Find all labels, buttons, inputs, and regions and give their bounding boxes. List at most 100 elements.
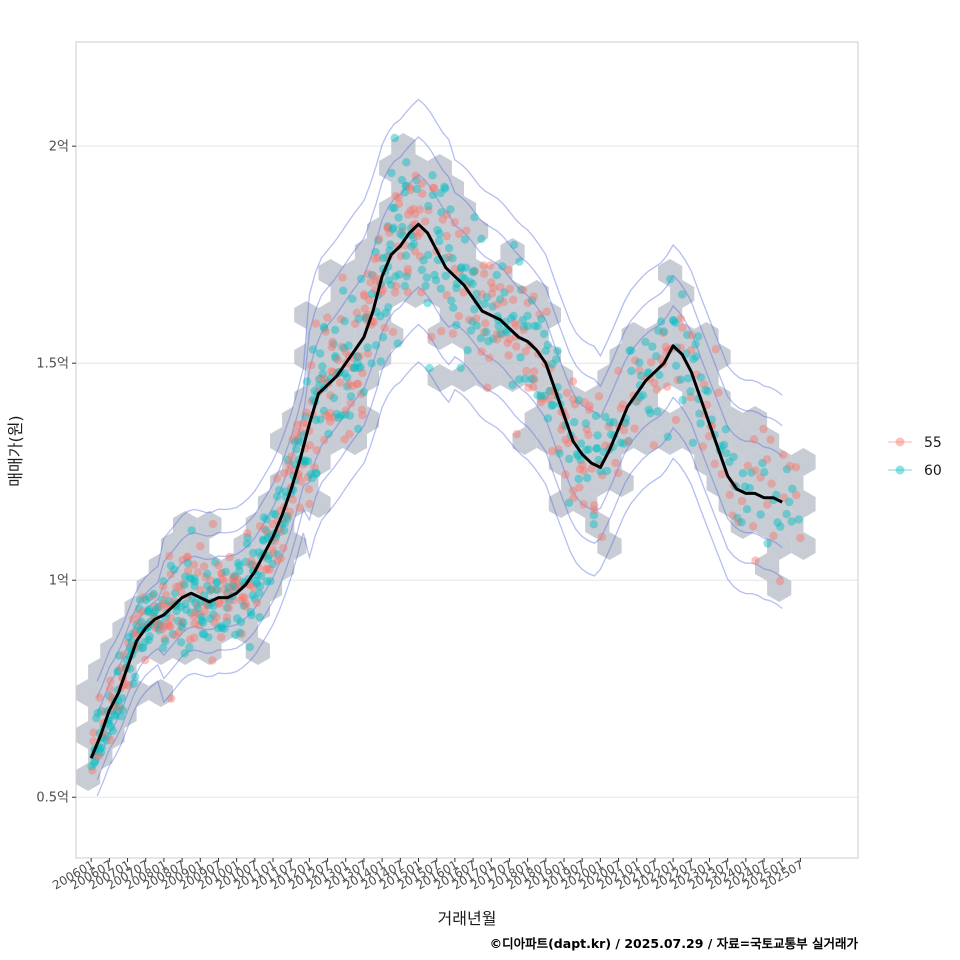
data-point: [302, 377, 312, 386]
data-point: [346, 398, 356, 408]
hexbin-cell: [742, 406, 768, 434]
data-point: [450, 218, 459, 227]
data-point: [510, 319, 519, 328]
data-point: [719, 440, 729, 450]
data-point: [456, 363, 465, 373]
hexbin-cell: [160, 574, 186, 602]
data-point: [482, 293, 491, 302]
data-point: [450, 264, 460, 274]
hexbin-cell: [148, 595, 173, 623]
data-point: [183, 552, 192, 561]
data-point: [187, 575, 196, 584]
data-point: [239, 601, 249, 610]
data-point: [710, 459, 719, 469]
data-point: [594, 392, 604, 401]
data-point: [285, 507, 295, 517]
data-point: [538, 394, 547, 403]
data-point: [421, 217, 430, 226]
data-point: [394, 213, 403, 222]
data-point: [494, 321, 503, 331]
data-point: [728, 511, 737, 520]
data-point: [149, 608, 159, 617]
data-point: [96, 748, 106, 757]
data-point: [514, 375, 524, 384]
data-point: [318, 369, 327, 379]
data-point: [344, 380, 354, 389]
data-point: [596, 467, 605, 476]
data-point: [417, 179, 427, 188]
data-point: [558, 421, 568, 430]
data-point: [121, 680, 130, 689]
data-point: [105, 691, 114, 701]
hexbin-cell: [354, 364, 380, 392]
hexbin-cell: [451, 364, 477, 392]
data-point: [579, 500, 588, 509]
data-point: [323, 313, 332, 322]
data-point: [722, 449, 731, 458]
hexbin-cell: [306, 448, 331, 476]
hexbin-cell: [585, 427, 610, 455]
hexbin-cell: [354, 406, 380, 434]
data-point: [246, 608, 255, 617]
data-point: [209, 601, 218, 611]
data-point: [273, 556, 282, 565]
data-point: [140, 637, 150, 647]
data-point: [259, 513, 269, 522]
data-point: [183, 559, 193, 568]
hexbin-cell: [645, 406, 671, 434]
data-point: [570, 400, 580, 409]
data-point: [293, 436, 303, 445]
data-point: [441, 184, 450, 193]
data-point: [360, 304, 370, 313]
data-point: [325, 413, 334, 422]
y-axis: 0.5억 1억 1.5억 2억: [36, 140, 76, 806]
data-point: [301, 412, 310, 421]
data-point: [691, 352, 701, 361]
data-point: [621, 418, 630, 428]
hexbin-cell: [621, 406, 646, 434]
hexbin-cell: [112, 616, 137, 644]
data-point: [353, 379, 363, 388]
data-point: [504, 265, 513, 275]
data-point: [158, 595, 167, 605]
data-point: [601, 412, 610, 422]
data-point: [154, 620, 163, 629]
data-point: [174, 628, 184, 637]
data-point: [203, 581, 212, 591]
data-point: [756, 510, 765, 519]
data-point: [630, 424, 639, 433]
data-point: [743, 461, 752, 471]
data-point: [782, 464, 792, 474]
data-point: [229, 572, 238, 581]
data-point: [189, 560, 199, 569]
data-point: [442, 290, 451, 300]
data-point: [589, 520, 598, 529]
data-point: [310, 463, 319, 472]
data-point: [387, 168, 396, 178]
hexbin-cell: [548, 448, 574, 476]
hexbin-cell: [136, 574, 161, 602]
data-point: [671, 318, 680, 327]
data-point: [523, 322, 532, 331]
data-point: [372, 277, 381, 286]
data-point: [103, 731, 113, 741]
hexbin-cell: [755, 427, 780, 455]
data-point: [167, 694, 176, 703]
data-point: [199, 630, 209, 639]
data-point: [659, 327, 669, 336]
data-point: [319, 406, 329, 416]
hexbin-cell: [658, 427, 683, 455]
data-point: [245, 643, 254, 652]
y-tick-label: 1.5억: [36, 357, 69, 372]
data-point: [441, 271, 450, 281]
data-point: [243, 529, 252, 538]
data-point: [738, 469, 748, 478]
hexbin-cell: [124, 595, 149, 623]
data-point: [161, 590, 171, 600]
hexbin-cell: [548, 490, 574, 518]
data-point: [168, 630, 177, 639]
data-point: [555, 449, 564, 458]
data-point: [275, 486, 284, 495]
data-point: [696, 373, 706, 382]
data-point: [212, 578, 222, 587]
